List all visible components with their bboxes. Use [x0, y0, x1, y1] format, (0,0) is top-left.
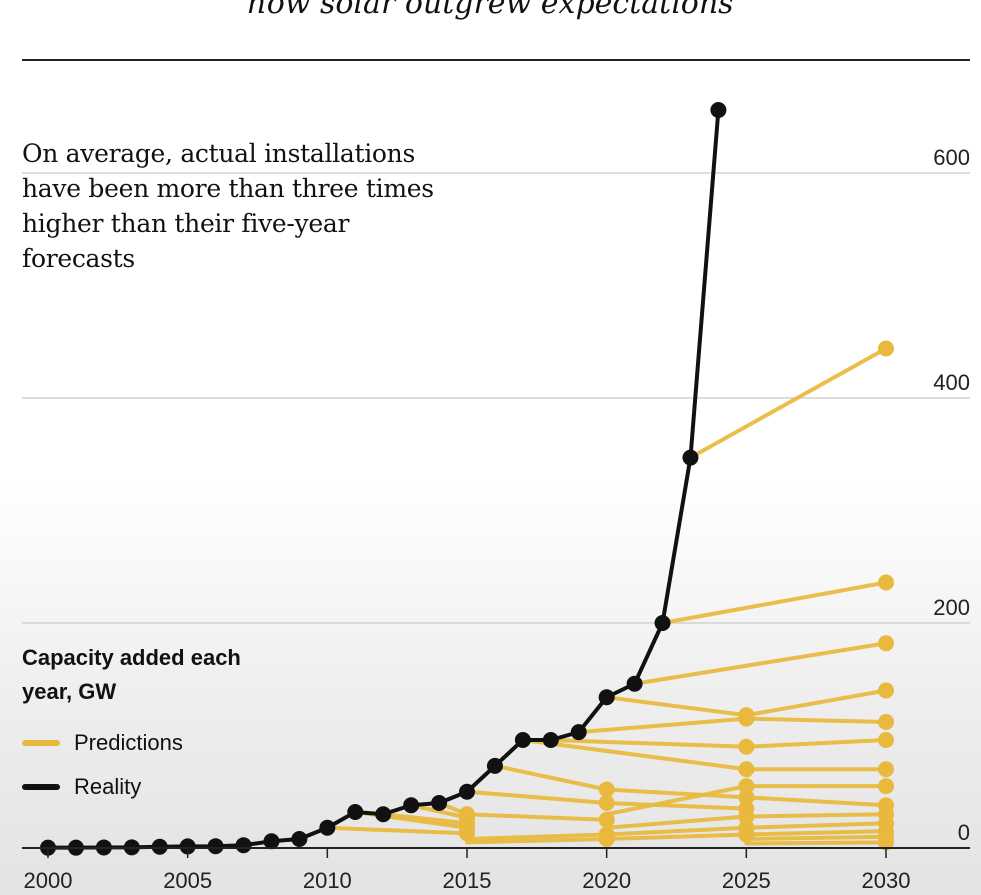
y-tick-label-200: 200 [933, 595, 970, 620]
reality-point-2010 [319, 819, 336, 836]
reality-point-2016 [486, 757, 503, 774]
reality-point-2008 [263, 833, 280, 850]
prediction-line-12 [660, 580, 888, 625]
reality-point-2015 [459, 783, 475, 800]
prediction-point-9-1 [878, 714, 894, 730]
top-rule [22, 59, 970, 61]
reality-point-2005 [179, 838, 196, 855]
prediction-point-12-0 [878, 574, 894, 591]
gridlines [22, 172, 970, 624]
prediction-point-4-1 [598, 811, 615, 828]
reality-layer [40, 102, 727, 856]
prediction-point-11-0 [878, 635, 894, 652]
reality-point-2013 [403, 797, 420, 814]
prediction-line-11 [632, 641, 888, 686]
y-tick-label-0: 0 [958, 820, 970, 845]
reality-point-2014 [431, 795, 448, 811]
prediction-point-17-1 [878, 778, 894, 795]
prediction-point-5-0 [598, 795, 615, 811]
prediction-point-15-0 [598, 831, 615, 847]
reality-point-2006 [207, 838, 224, 855]
prediction-line-2 [381, 812, 469, 826]
prediction-point-8-0 [738, 738, 755, 755]
reality-point-2007 [235, 837, 252, 854]
prediction-line-6 [492, 763, 888, 808]
prediction-point-16-1 [878, 806, 894, 823]
reality-point-2011 [347, 804, 364, 820]
prediction-line-15 [465, 829, 888, 845]
legend-swatch-predictions [22, 740, 60, 746]
prediction-line-9 [576, 716, 888, 735]
legend-label-predictions: Predictions [74, 730, 183, 755]
prediction-point-4-0 [459, 806, 475, 823]
x-tick-label-2020: 2020 [582, 868, 631, 893]
y-axis: 0 200 400 600 [933, 145, 970, 845]
x-tick-label-2000: 2000 [24, 868, 73, 893]
reality-point-2012 [375, 806, 392, 823]
legend-item-reality: Reality [22, 772, 141, 802]
reality-point-2020 [598, 689, 615, 706]
predictions-layer [325, 340, 894, 851]
x-tick-label-2015: 2015 [443, 868, 492, 893]
legend-label-reality: Reality [74, 774, 142, 799]
prediction-line-13 [688, 346, 888, 460]
y-tick-label-400: 400 [933, 370, 970, 395]
x-tick-label-2025: 2025 [722, 868, 771, 893]
chart-annotation: On average, actual installations have be… [22, 139, 434, 273]
prediction-line-19 [744, 840, 888, 846]
prediction-point-7-0 [738, 761, 755, 778]
prediction-line-3 [409, 803, 469, 820]
prediction-point-17-0 [738, 778, 755, 795]
prediction-point-10-1 [878, 682, 894, 699]
reality-point-2021 [626, 675, 643, 692]
legend-swatch-reality [22, 784, 60, 790]
reality-point-2018 [542, 732, 559, 748]
reality-point-2017 [514, 732, 531, 748]
prediction-line-0 [325, 825, 469, 836]
prediction-point-10-0 [738, 707, 755, 724]
prediction-point-19-0 [878, 834, 894, 851]
prediction-point-13-0 [878, 340, 894, 357]
reality-point-2019 [570, 724, 587, 741]
reality-point-2009 [291, 831, 308, 847]
prediction-line-14 [465, 821, 888, 841]
prediction-point-6-1 [738, 789, 755, 806]
prediction-point-6-0 [598, 781, 615, 798]
prediction-point-8-1 [878, 732, 894, 748]
prediction-point-7-1 [878, 761, 894, 778]
y-tick-label-600: 600 [933, 145, 970, 170]
subtitle: how solar outgrew expectations [247, 0, 734, 21]
prediction-line-18 [744, 834, 888, 841]
x-tick-label-2010: 2010 [303, 868, 352, 893]
reality-point-2023 [682, 449, 699, 466]
reality-point-2022 [654, 615, 671, 631]
reality-point-2024 [710, 102, 727, 118]
x-axis: 2000 2005 2010 2015 2020 2025 2030 [24, 848, 911, 893]
prediction-line-8 [548, 738, 888, 749]
x-tick-label-2005: 2005 [163, 868, 212, 893]
legend-item-predictions: Predictions [22, 728, 183, 758]
x-tick-label-2030: 2030 [862, 868, 911, 893]
prediction-point-16-0 [738, 808, 755, 825]
units-label: Capacity added each year, GW [22, 645, 241, 704]
reality-point-2004 [151, 838, 168, 855]
